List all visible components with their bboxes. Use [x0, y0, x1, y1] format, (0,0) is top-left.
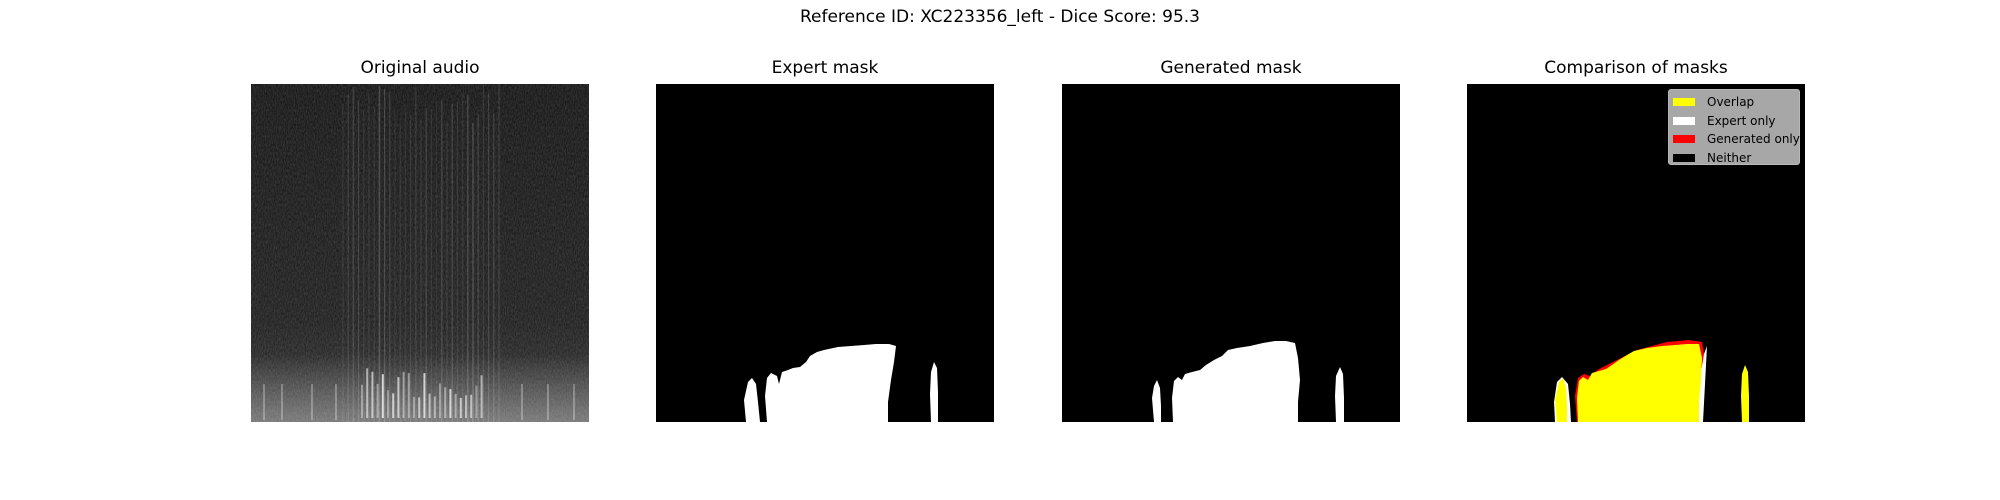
generated-mask-title: Generated mask	[1160, 58, 1302, 78]
original-audio-title: Original audio	[360, 58, 480, 78]
spectrogram-burst	[521, 384, 523, 420]
spectrogram-burst	[311, 384, 313, 420]
spectrogram-burst	[444, 387, 447, 418]
spectrogram-burst	[376, 383, 379, 418]
generated-mask-image	[1062, 84, 1400, 422]
legend-label-neither: Neither	[1707, 150, 1752, 165]
spectrogram-burst	[465, 395, 467, 418]
expert-mask-title: Expert mask	[771, 58, 879, 78]
spectrogram-image	[251, 84, 589, 422]
legend-label-generated-only: Generated only	[1707, 132, 1800, 147]
spectrogram-burst	[387, 390, 389, 418]
spectrogram-burst	[361, 384, 363, 418]
spectrogram-burst	[459, 398, 462, 418]
spectrogram-burst	[470, 394, 473, 418]
overlap-swatch	[1673, 98, 1695, 107]
legend-item-generated-only: Generated only	[1673, 130, 1800, 149]
spectrogram-burst	[428, 393, 431, 418]
expert-mask-image	[656, 84, 994, 422]
generated-mask-panel: Generated mask	[1062, 58, 1400, 422]
spectrogram-burst	[454, 393, 457, 418]
legend-item-neither: Neither	[1673, 149, 1795, 168]
spectrogram-burst	[480, 375, 483, 418]
spectrogram-burst	[547, 384, 549, 420]
figure-title: Reference ID: XC223356_left - Dice Score…	[799, 7, 1200, 27]
spectrogram-burst	[475, 385, 478, 418]
expert-only-swatch	[1673, 116, 1695, 125]
legend-item-overlap: Overlap	[1673, 93, 1795, 112]
spectrogram-burst	[573, 384, 575, 420]
spectrogram-burst	[263, 384, 265, 420]
spectrogram-burst	[335, 384, 337, 420]
comparison-title: Comparison of masks	[1544, 58, 1728, 78]
spectrogram-burst	[381, 374, 384, 418]
neither-swatch	[1673, 153, 1695, 162]
spectrogram-burst	[413, 396, 415, 418]
mask-legend: Overlap Expert only Generated only Neith…	[1668, 89, 1800, 165]
spectrogram-burst	[397, 377, 400, 418]
comparison-panel: Comparison of masks Overlap Expert only …	[1467, 58, 1805, 422]
legend-label-expert-only: Expert only	[1707, 113, 1776, 128]
spectrogram-burst	[402, 371, 405, 418]
legend-item-expert-only: Expert only	[1673, 112, 1795, 131]
spectrogram-burst	[423, 373, 426, 418]
legend-label-overlap: Overlap	[1707, 95, 1755, 110]
spectrogram-burst	[281, 384, 283, 420]
spectrogram-burst	[449, 389, 452, 418]
spectrogram-burst	[392, 393, 395, 418]
expert-mask-panel: Expert mask	[656, 58, 994, 422]
spectrogram-burst	[407, 373, 410, 418]
spectrogram-burst	[371, 371, 374, 418]
original-audio-panel: Original audio	[251, 58, 589, 422]
spectrogram-burst	[433, 396, 436, 418]
spectrogram-burst	[418, 397, 421, 418]
generated-only-swatch	[1673, 135, 1695, 144]
spectrogram-burst	[366, 368, 369, 418]
spectrogram-burst	[439, 383, 441, 418]
